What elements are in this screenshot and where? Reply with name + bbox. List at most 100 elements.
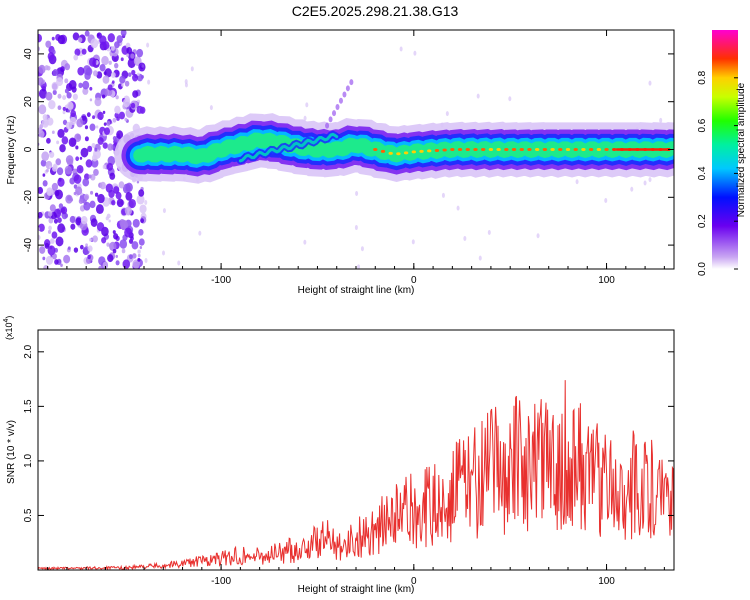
spectrogram-blob: [42, 256, 46, 261]
spectrogram-blob: [74, 48, 81, 56]
spectrogram-blob: [124, 117, 128, 122]
spectrogram-blob: [38, 104, 47, 115]
spectrogram-blob: [463, 235, 467, 241]
spectrogram-blob: [118, 181, 125, 189]
spectrogram-blob: [413, 50, 417, 56]
spectrogram-streak: [338, 97, 343, 104]
spectrogram-hotspot: [534, 148, 540, 151]
spectrogram-blob: [536, 233, 540, 239]
spectrogram-blob: [95, 204, 104, 215]
spectrogram-blob: [51, 182, 59, 191]
spectrogram-blob: [56, 140, 60, 145]
spectrogram-blob: [90, 174, 96, 181]
spectrogram-blob: [57, 128, 65, 138]
spectrogram-blob: [103, 127, 111, 135]
spectrogram-blob: [65, 155, 74, 165]
spectrogram-blob: [57, 223, 66, 233]
spectrogram-blob: [106, 242, 110, 247]
spectrogram-blob: [139, 204, 147, 214]
spectrogram-blob: [88, 57, 97, 67]
spectrogram-blob: [97, 111, 104, 121]
spectrogram-blob: [79, 156, 83, 160]
spectrogram-blob: [118, 111, 125, 120]
spectrogram-hotspot: [465, 148, 470, 151]
spectrogram-blob: [84, 30, 90, 37]
spectrogram-blob: [107, 33, 115, 43]
spectrogram-blob: [124, 80, 130, 87]
spectrogram-blob: [303, 239, 307, 245]
spectrogram-blob: [47, 229, 52, 234]
spectrogram-blob: [126, 47, 133, 55]
colorbar-tick-label: 0.0: [697, 262, 708, 276]
spectrogram-blob: [116, 116, 120, 121]
colorbar-gradient: [712, 30, 738, 269]
spectrogram-blob: [42, 180, 48, 187]
snr-y-label: SNR (10 * v/v): [6, 420, 17, 484]
spectrogram-blob: [87, 245, 93, 252]
spectrogram-blob: [487, 230, 491, 236]
spectrogram-blob: [89, 200, 96, 209]
spectrogram-blob: [87, 145, 93, 153]
spectrogram-blob: [51, 231, 58, 239]
spectrogram-blob: [99, 63, 106, 72]
spectrogram-blob: [125, 42, 131, 49]
spectrogram-blob: [128, 254, 133, 260]
spectrogram-hotspot: [565, 148, 571, 151]
colorbar-tick-label: 0.2: [697, 214, 708, 228]
spectrogram-blob: [92, 235, 98, 243]
spectrogram-blob: [61, 136, 69, 145]
spectrogram-blob: [73, 247, 79, 253]
spectrogram-blob: [80, 216, 88, 225]
spectrogram-streak: [328, 116, 333, 123]
spectrogram-blob: [64, 78, 69, 84]
spectrogram-blob: [102, 261, 109, 269]
spectrogram-blob: [114, 62, 119, 69]
spectrogram-blob: [122, 98, 131, 108]
spectrogram-blob: [604, 198, 608, 204]
spectrogram-y-tick-label: 40: [23, 48, 34, 60]
spectrogram-blob: [110, 71, 116, 79]
spectrogram-blob: [140, 75, 144, 79]
spectrogram-blob: [75, 156, 80, 162]
spectrogram-blob: [68, 137, 77, 148]
spectrogram-blob: [84, 136, 89, 142]
spectrogram-blob: [54, 259, 59, 265]
spectrogram-blob: [72, 32, 80, 41]
spectrogram-blob: [508, 96, 512, 102]
spectrogram-blob: [38, 77, 44, 86]
spectrogram-blob: [98, 265, 103, 269]
spectrogram-blob: [121, 248, 126, 254]
spectrogram-blob: [76, 164, 84, 174]
spectrogram-blob: [79, 244, 84, 250]
spectrogram-blob: [111, 80, 115, 84]
spectrogram-blob: [97, 137, 104, 145]
spectrogram-blob: [131, 241, 139, 250]
spectrogram-blob: [106, 162, 114, 171]
spectrogram-blob: [115, 254, 119, 258]
colorbar: 0.0 0.2 0.4 0.6 0.8 Normalized spectral ampl…: [697, 30, 747, 276]
spectrogram-blob: [78, 198, 84, 204]
spectrogram-hotspot: [542, 148, 548, 151]
spectrogram-blob: [91, 142, 96, 148]
spectrogram-blob: [49, 204, 56, 212]
spectrogram-blob: [411, 239, 415, 245]
snr-y-ticks: 0.5 1.0 1.5 2.0: [23, 344, 674, 522]
spectrogram-blob: [86, 112, 91, 118]
spectrogram-blob: [67, 246, 71, 250]
snr-y-tick-label: 2.0: [23, 344, 34, 358]
spectrogram-blob: [132, 218, 140, 228]
spectrogram-blob: [476, 93, 480, 99]
spectrogram-blob: [137, 72, 140, 76]
spectrogram-blob: [146, 42, 150, 48]
spectrogram-blob: [76, 134, 81, 140]
colorbar-ticks: 0.0 0.2 0.4 0.6 0.8: [697, 70, 738, 276]
spectrogram-blob: [103, 71, 107, 75]
spectrogram-blob: [50, 238, 55, 244]
spectrogram-blob: [62, 95, 67, 101]
spectrogram-blob: [184, 79, 188, 85]
spectrogram-blob: [101, 237, 107, 244]
spectrogram-blob: [82, 87, 89, 95]
spectrogram-blob: [139, 106, 146, 114]
spectrogram-blob: [108, 189, 115, 198]
spectrogram-blob: [44, 65, 49, 71]
